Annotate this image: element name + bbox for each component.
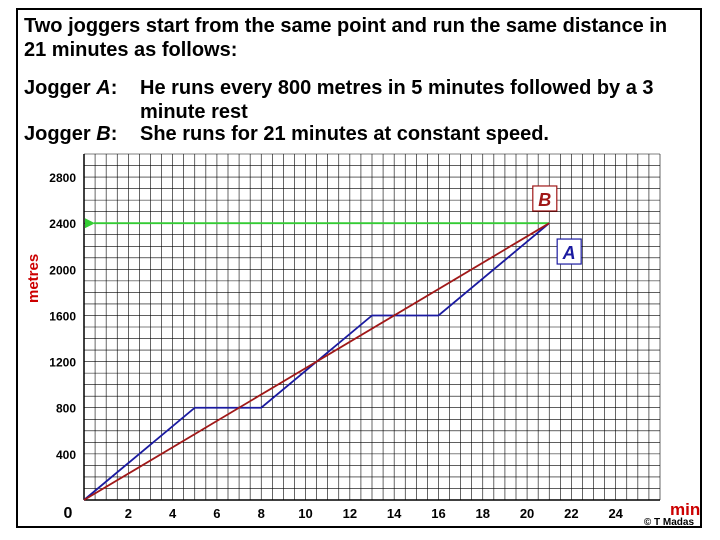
x-tick-label: 2: [125, 506, 132, 521]
jogger-b-prefix: Jogger: [24, 123, 97, 145]
slide-frame: [16, 8, 702, 528]
x-tick-label: 4: [169, 506, 177, 521]
x-axis-label: min: [670, 500, 700, 519]
jogger-a-prefix: Jogger: [24, 77, 97, 99]
jogger-b-colon: :: [110, 123, 118, 145]
y-tick-label: 800: [56, 402, 76, 416]
y-tick-label: 2000: [49, 263, 76, 277]
series-label-b-box: [532, 185, 558, 212]
series-label-b: B: [538, 190, 551, 210]
problem-title: Two joggers start from the same point an…: [24, 15, 668, 61]
series-label-a: A: [562, 243, 576, 263]
jogger-a-description: He runs every 800 metres in 5 minutes fo…: [140, 77, 654, 123]
jogger-b-name: B: [96, 123, 111, 145]
y-tick-label: 2400: [49, 217, 76, 231]
x-tick-label: 10: [298, 506, 312, 521]
x-tick-label: 6: [213, 506, 220, 521]
y-tick-label: 2800: [49, 171, 76, 185]
y-tick-label: 1200: [49, 356, 76, 370]
x-tick-label: 18: [476, 506, 490, 521]
series-label-a-box: [556, 238, 582, 265]
x-tick-label: 20: [520, 506, 534, 521]
x-tick-label: 14: [387, 506, 402, 521]
series-line-jogger-b: [83, 222, 550, 501]
x-tick-label: 24: [608, 506, 623, 521]
x-tick-label: 16: [431, 506, 445, 521]
jogger-b-description: She runs for 21 minutes at constant spee…: [140, 123, 549, 145]
y-tick-label: 400: [56, 448, 76, 462]
x-tick-label: 0: [64, 505, 73, 522]
x-tick-label: 8: [258, 506, 265, 521]
x-tick-label: 12: [343, 506, 357, 521]
x-tick-label: 22: [564, 506, 578, 521]
y-axis-label: metres: [25, 254, 42, 303]
jogger-a-colon: :: [110, 77, 118, 99]
copyright-notice: © T Madas: [643, 517, 694, 528]
jogger-a-label: Jogger A:: [24, 76, 117, 100]
jogger-a-name: A: [96, 77, 111, 99]
jogger-b-label: Jogger B:: [24, 122, 117, 146]
y-tick-label: 1600: [49, 309, 76, 323]
